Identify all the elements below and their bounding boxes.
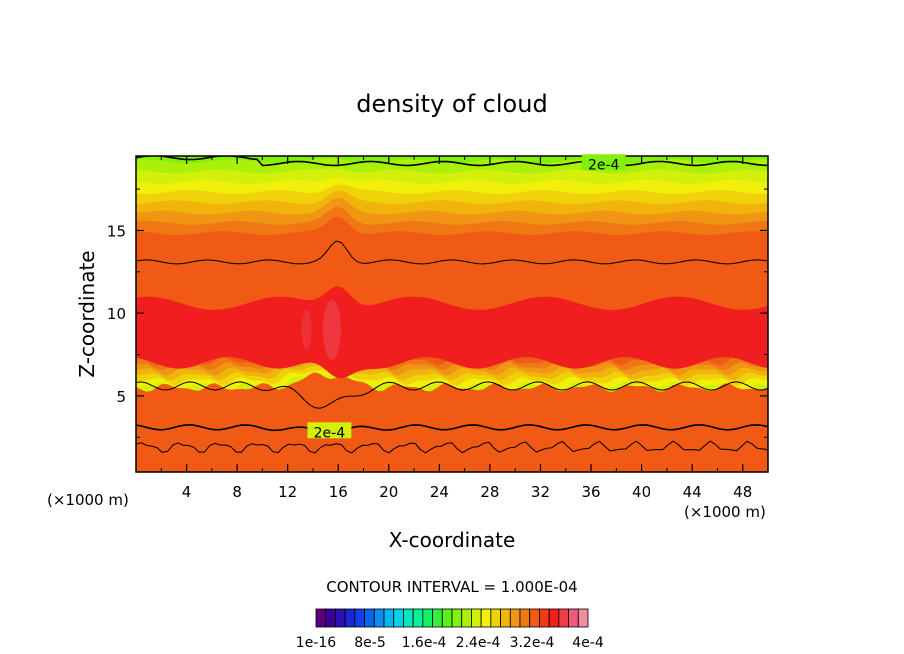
colorbar-swatch [373, 608, 385, 628]
contour-labels: 2e-4 2e-4 [307, 154, 626, 441]
colorbar-tick-labels: 1e-16 8e-5 1.6e-4 2.4e-4 3.2e-4 4e-4 [296, 635, 604, 651]
x-axis-ticks: 4 8 12 16 20 24 28 32 36 40 44 48 [160, 156, 752, 501]
field-peak [301, 309, 312, 350]
colorbar-swatch [403, 608, 414, 628]
x-unit-left: (×1000 m) [47, 491, 129, 509]
colorbar-tick-label: 1e-16 [296, 635, 336, 651]
colorbar-swatch [354, 608, 365, 628]
contour-label: 2e-4 [588, 157, 620, 173]
contour-line [136, 423, 768, 434]
colorbar-swatch [441, 608, 453, 628]
colorbar-swatch [490, 608, 501, 628]
colorbar-swatch [509, 608, 521, 628]
y-tick-label: 15 [107, 222, 126, 240]
colorbar-swatch [451, 608, 463, 628]
colorbar-swatch [325, 608, 336, 628]
contour-interval-text: CONTOUR INTERVAL = 1.000E-04 [326, 578, 577, 596]
colorbar-tick-label: 1.6e-4 [402, 635, 447, 651]
colorbar-swatch [412, 608, 424, 628]
colorbar-swatch [393, 608, 404, 628]
plot-area [136, 156, 768, 472]
field-peak [322, 299, 341, 360]
colorbar-swatch [383, 608, 395, 628]
colorbar-swatch [480, 608, 492, 628]
y-tick-label: 10 [107, 305, 126, 323]
x-tick-label: 12 [278, 483, 297, 501]
contour-label: 2e-4 [314, 425, 346, 441]
colorbar-swatch [344, 608, 356, 628]
colorbar-swatch [461, 608, 472, 628]
colorbar-swatch [529, 608, 540, 628]
colorbar-tick-label: 3.2e-4 [510, 635, 555, 651]
x-tick-label: 48 [733, 483, 752, 501]
colorbar-swatch [500, 608, 511, 628]
colorbar-tick-label: 8e-5 [354, 635, 385, 651]
contour-line [136, 240, 768, 265]
colorbar-tick-label: 2.4e-4 [456, 635, 501, 651]
chart-title: density of cloud [356, 90, 547, 118]
x-tick-label: 36 [581, 483, 600, 501]
x-tick-label: 32 [531, 483, 550, 501]
x-tick-label: 20 [379, 483, 398, 501]
colorbar-swatch [471, 608, 482, 628]
plot-frame [135, 155, 769, 473]
x-tick-label: 40 [632, 483, 651, 501]
contour-line [136, 156, 768, 167]
colorbar-swatch [432, 608, 443, 628]
x-axis-label: X-coordinate [389, 528, 516, 552]
y-axis-ticks: 5 10 15 [107, 188, 768, 438]
contour-label-bg [307, 422, 352, 439]
x-tick-label: 4 [182, 483, 192, 501]
colorbar-tick-label: 4e-4 [572, 635, 604, 651]
colorbar-swatch [335, 608, 346, 628]
colorbar-swatch [539, 608, 550, 628]
x-tick-label: 8 [232, 483, 242, 501]
contour-line [136, 381, 768, 409]
x-tick-label: 24 [430, 483, 449, 501]
colorbar-swatch [548, 608, 560, 628]
field-band [136, 372, 768, 472]
colorbar-swatch [315, 608, 327, 628]
x-tick-label: 16 [329, 483, 348, 501]
x-unit-right: (×1000 m) [684, 503, 766, 521]
contour-label-bg [581, 154, 626, 171]
y-tick-label: 5 [116, 388, 126, 406]
colorbar-swatch [558, 608, 569, 628]
colorbar-swatch [568, 608, 579, 628]
colorbar [315, 608, 589, 628]
colorbar-swatch [577, 608, 589, 628]
contour-line [136, 440, 768, 454]
colorbar-swatch [364, 608, 375, 628]
y-axis-label: Z-coordinate [75, 250, 99, 377]
x-tick-label: 28 [480, 483, 499, 501]
field-core [136, 286, 768, 379]
colorbar-swatch [519, 608, 531, 628]
colorbar-swatch [422, 608, 433, 628]
x-tick-label: 44 [683, 483, 702, 501]
